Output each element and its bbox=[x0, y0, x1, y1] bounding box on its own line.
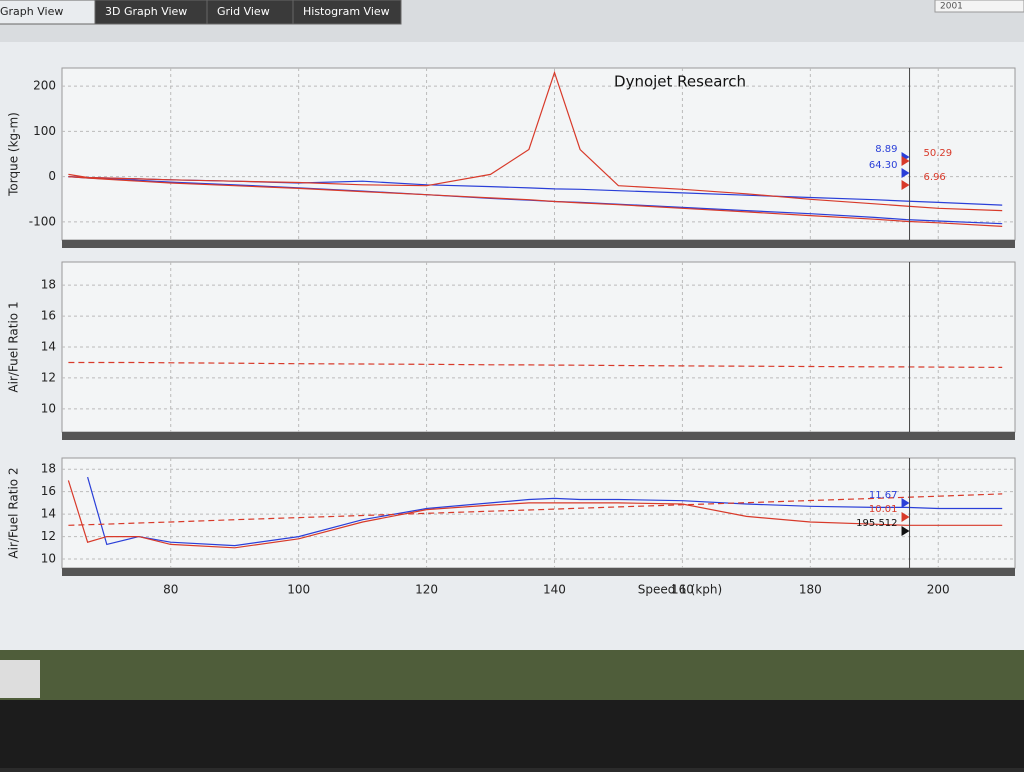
x-tick-label: 100 bbox=[287, 583, 310, 597]
chart-title: Dynojet Research bbox=[614, 73, 746, 91]
y-tick-label: 18 bbox=[41, 278, 56, 292]
series-line bbox=[68, 70, 1003, 212]
annotation: 8.89 bbox=[875, 144, 897, 155]
tab[interactable] bbox=[0, 0, 96, 25]
marker bbox=[901, 498, 910, 508]
bezel bbox=[0, 700, 1024, 768]
panel-scrollbar bbox=[62, 432, 1015, 440]
tab-label: Graph View bbox=[0, 5, 63, 18]
y-tick-label: 16 bbox=[41, 309, 56, 323]
annotation: 11.67 bbox=[869, 490, 898, 501]
y-axis-label: Torque (kg-m) bbox=[7, 112, 21, 197]
x-tick-label: 140 bbox=[543, 583, 566, 597]
x-tick-label: 200 bbox=[927, 583, 950, 597]
y-tick-label: 100 bbox=[33, 124, 56, 138]
series-line bbox=[68, 493, 1003, 526]
tab-label: Grid View bbox=[217, 5, 270, 18]
corner-box bbox=[934, 0, 1024, 13]
y-tick-label: 14 bbox=[41, 340, 56, 354]
series-line bbox=[87, 476, 1003, 547]
y-tick-label: 10 bbox=[41, 552, 56, 566]
panel-scrollbar bbox=[62, 240, 1015, 248]
y-tick-label: 0 bbox=[48, 169, 56, 183]
annotation: 64.30 bbox=[869, 160, 898, 171]
marker bbox=[901, 180, 910, 190]
x-tick-label: 80 bbox=[163, 583, 178, 597]
annotation: 6.96 bbox=[924, 172, 946, 183]
y-tick-label: 12 bbox=[41, 529, 56, 543]
series-line bbox=[68, 361, 1003, 368]
y-tick-label: 10 bbox=[41, 401, 56, 415]
panel-scrollbar bbox=[62, 568, 1015, 576]
x-axis-label: Speed 1 (kph) bbox=[638, 583, 722, 597]
plot-area bbox=[61, 457, 1016, 569]
y-tick-label: 12 bbox=[41, 370, 56, 384]
x-tick-label: 160 bbox=[671, 583, 694, 597]
y-tick-label: -100 bbox=[29, 214, 56, 228]
tab[interactable] bbox=[94, 0, 208, 25]
plot-area bbox=[61, 67, 1016, 241]
marker bbox=[901, 526, 910, 536]
start-button[interactable] bbox=[0, 660, 40, 698]
tab[interactable] bbox=[292, 0, 402, 25]
x-tick-label: 180 bbox=[799, 583, 822, 597]
annotation: 195.512 bbox=[856, 518, 897, 529]
y-axis-label: Air/Fuel Ratio 1 bbox=[7, 301, 21, 392]
y-tick-label: 200 bbox=[33, 79, 56, 93]
y-tick-label: 16 bbox=[41, 484, 56, 498]
y-axis-label: Air/Fuel Ratio 2 bbox=[7, 467, 21, 558]
series-line bbox=[67, 480, 1003, 549]
y-tick-label: 14 bbox=[41, 507, 56, 521]
x-tick-label: 120 bbox=[415, 583, 438, 597]
annotation: 10.01 bbox=[869, 504, 898, 515]
corner-text: 2001 bbox=[940, 2, 963, 12]
marker bbox=[901, 512, 910, 522]
marker bbox=[901, 168, 910, 178]
desktop-strip bbox=[0, 650, 1024, 700]
tab-label: 3D Graph View bbox=[105, 5, 187, 18]
y-tick-label: 18 bbox=[41, 462, 56, 476]
tab[interactable] bbox=[206, 0, 294, 25]
annotation: 50.29 bbox=[924, 148, 953, 159]
series-line bbox=[68, 176, 1003, 227]
marker bbox=[901, 156, 910, 166]
tab-label: Histogram View bbox=[303, 5, 390, 18]
